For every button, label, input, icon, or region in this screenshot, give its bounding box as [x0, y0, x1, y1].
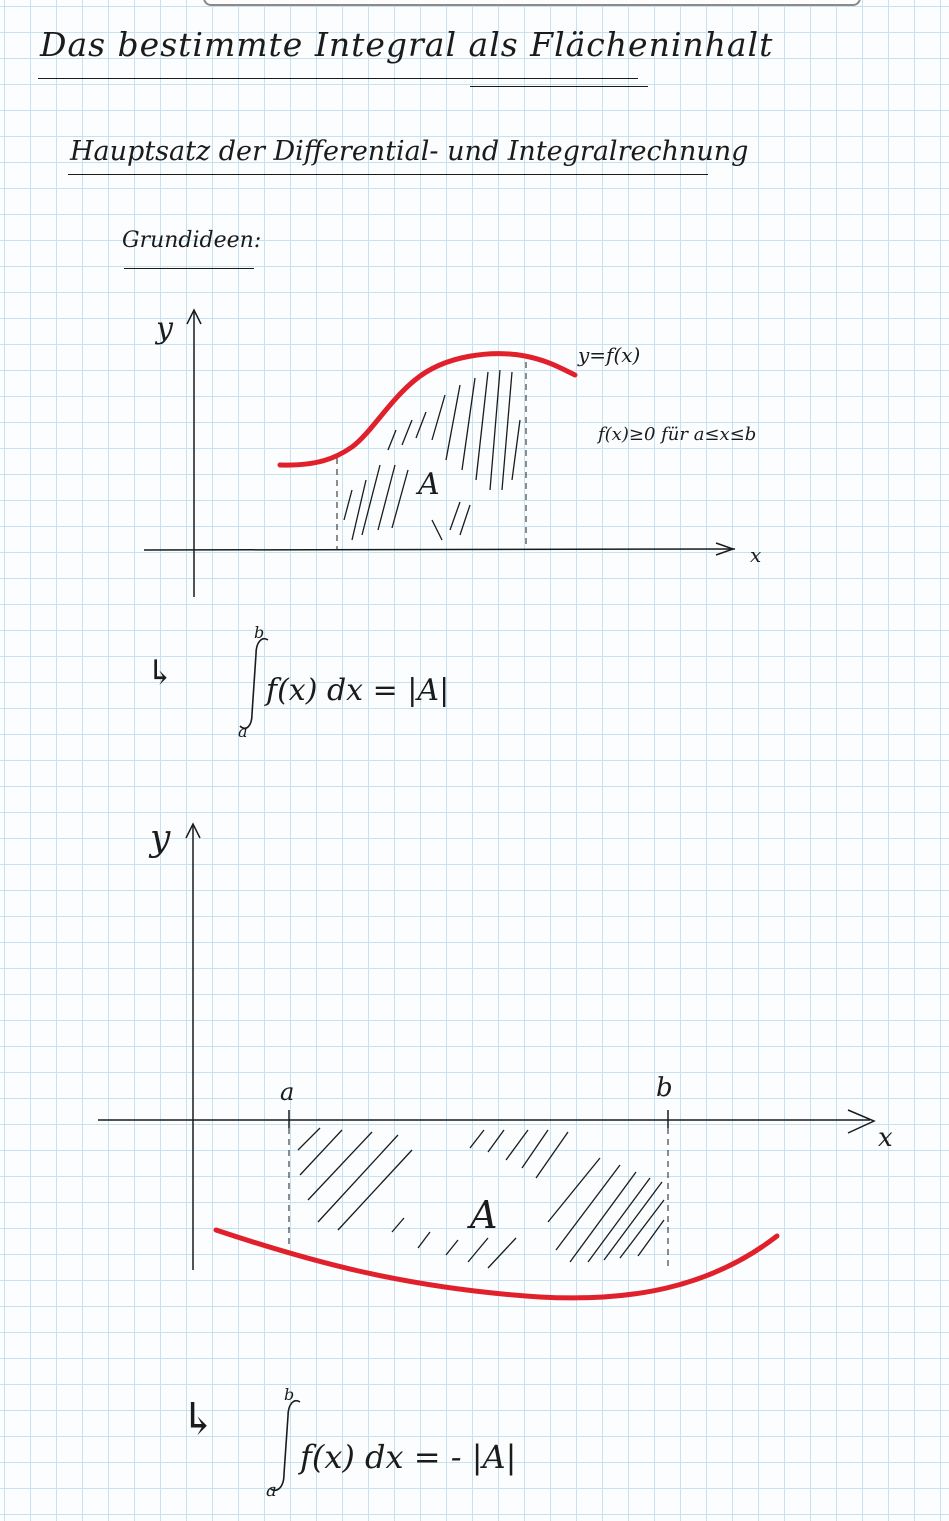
function-label-1: y=f(x)	[577, 343, 640, 367]
function-curve-2	[213, 1227, 780, 1301]
integral-lower-2: a	[266, 1480, 277, 1501]
result-arrow-1: ↳	[146, 653, 175, 693]
hatching-1	[343, 369, 521, 541]
x-axis-label-2: x	[878, 1123, 893, 1153]
y-axis-arrow-1	[186, 308, 202, 325]
sketch-1: y x	[143, 308, 761, 741]
title-underline	[38, 78, 638, 79]
x-axis-1	[143, 548, 736, 551]
section-underline	[124, 268, 254, 269]
x-axis-arrow-1	[715, 542, 736, 556]
x-axis-label-1: x	[750, 543, 761, 567]
page-title: Das bestimmte Integral als Flächeninhalt	[40, 25, 774, 64]
result-arrow-2: ↳	[180, 1394, 217, 1445]
function-curve-1	[277, 351, 578, 468]
integral-expression-2: f(x) dx = - |A|	[298, 1438, 516, 1476]
y-axis-label-1: y	[154, 311, 174, 346]
condition-label-1: f(x)≥0 für a≤x≤b	[596, 424, 756, 445]
integral-expression-1: f(x) dx = |A|	[264, 673, 449, 708]
a-label-2: a	[280, 1078, 294, 1106]
integral-lower-1: a	[238, 722, 248, 741]
integral-sign-1	[239, 638, 269, 730]
sketch-2: y x a b	[98, 818, 893, 1501]
section-label: Grundideen:	[122, 228, 262, 253]
x-axis-arrow-2	[847, 1109, 876, 1134]
b-label-2: b	[656, 1073, 673, 1103]
area-label-2: A	[467, 1193, 497, 1237]
area-label-1: A	[415, 467, 440, 502]
subtitle-underline	[68, 174, 708, 175]
y-axis-label-2: y	[148, 818, 171, 859]
integral-upper-2: b	[284, 1385, 294, 1404]
y-axis-arrow-2	[185, 822, 201, 839]
hatching-2	[297, 1127, 665, 1269]
subtitle: Hauptsatz der Differential- und Integral…	[70, 136, 749, 167]
integral-sign-2	[269, 1400, 301, 1492]
integral-upper-1: b	[254, 623, 264, 642]
title-underline-double	[470, 86, 648, 87]
